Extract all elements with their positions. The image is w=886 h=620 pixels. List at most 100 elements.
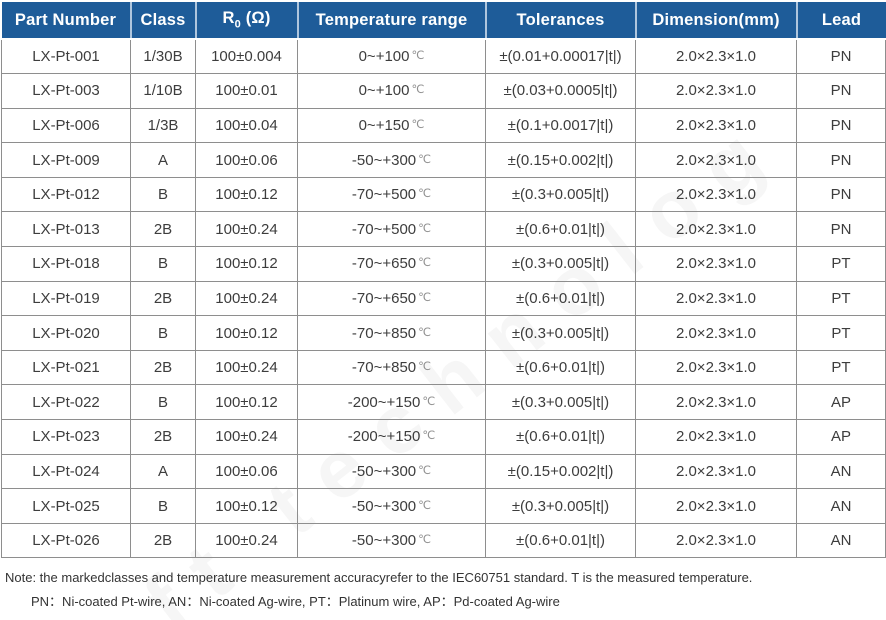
col-header-dimension: Dimension(mm) (634, 2, 797, 40)
dimension-cell: 2.0×2.3×1.0 (635, 280, 797, 317)
celsius-symbol: ℃ (418, 153, 432, 166)
class-cell: B (130, 488, 196, 524)
part-number-cell: LX-Pt-018 (1, 246, 131, 282)
class-cell: A (130, 142, 196, 178)
temp-range-cell: -70~+500 ℃ (297, 176, 486, 213)
dimension-cell: 2.0×2.3×1.0 (635, 211, 797, 248)
table-row: LX-Pt-020 B 100±0.12 -70~+850 ℃ ±(0.3+0.0… (1, 315, 886, 351)
lead-cell: AP (796, 419, 886, 455)
r0-cell: 100±0.24 (195, 349, 298, 386)
temp-range-cell: 0~+150 ℃ (297, 107, 486, 144)
tolerance-cell: ±(0.6+0.01|t|) (485, 522, 636, 559)
col-header-r0: R0 (Ω) (194, 2, 298, 40)
class-cell: 1/30B (130, 38, 196, 75)
lead-cell: PN (796, 107, 886, 144)
r0-cell: 100±0.24 (195, 419, 298, 455)
dimension-cell: 2.0×2.3×1.0 (635, 522, 797, 559)
lead-cell: PN (796, 211, 886, 248)
celsius-symbol: ℃ (411, 50, 425, 63)
tolerance-cell: ±(0.3+0.005|t|) (485, 488, 636, 524)
note-standard: Note: the markedclasses and temperature … (5, 570, 753, 585)
table-row: LX-Pt-013 2B 100±0.24 -70~+500 ℃ ±(0.6+0.… (1, 211, 886, 248)
note-lead-legend: PN：Ni-coated Pt-wire, AN：Ni-coated Ag-wi… (31, 594, 560, 609)
r0-cell: 100±0.24 (195, 280, 298, 317)
table-row: LX-Pt-023 2B 100±0.24 -200~+150 ℃ ±(0.6+0… (1, 419, 886, 455)
col-header-part-number: Part Number (1, 2, 131, 40)
part-number-cell: LX-Pt-012 (1, 176, 131, 213)
lead-cell: PN (796, 73, 886, 109)
r0-cell: 100±0.06 (195, 142, 298, 178)
celsius-symbol: ℃ (418, 534, 432, 547)
temp-range-cell: -50~+300 ℃ (297, 522, 486, 559)
dimension-cell: 2.0×2.3×1.0 (635, 315, 797, 351)
tolerance-cell: ±(0.3+0.005|t|) (485, 246, 636, 282)
lead-cell: PN (796, 142, 886, 178)
header-row: Part Number Class R0 (Ω) Temperature ran… (1, 2, 886, 40)
lead-cell: PT (796, 280, 886, 317)
part-number-cell: LX-Pt-024 (1, 453, 131, 490)
table-row: LX-Pt-026 2B 100±0.24 -50~+300 ℃ ±(0.6+0.… (1, 522, 886, 559)
class-cell: 2B (130, 522, 196, 559)
temp-range-cell: -70~+650 ℃ (297, 246, 486, 282)
temp-value: -200~+150 (347, 393, 421, 411)
r0-cell: 100±0.12 (195, 488, 298, 524)
table-row: LX-Pt-006 1/3B 100±0.04 0~+150 ℃ ±(0.1+0.… (1, 107, 886, 144)
part-number-cell: LX-Pt-001 (1, 38, 131, 75)
table-row: LX-Pt-024 A 100±0.06 -50~+300 ℃ ±(0.15+0.… (1, 453, 886, 490)
dimension-cell: 2.0×2.3×1.0 (635, 384, 797, 421)
table-row: LX-Pt-018 B 100±0.12 -70~+650 ℃ ±(0.3+0.0… (1, 246, 886, 282)
celsius-symbol: ℃ (418, 291, 432, 304)
dimension-cell: 2.0×2.3×1.0 (635, 419, 797, 455)
dimension-cell: 2.0×2.3×1.0 (635, 453, 797, 490)
dimension-cell: 2.0×2.3×1.0 (635, 142, 797, 178)
r0-unit: (Ω) (240, 9, 271, 28)
lead-cell: AN (796, 522, 886, 559)
celsius-symbol: ℃ (418, 499, 432, 512)
table-row: LX-Pt-022 B 100±0.12 -200~+150 ℃ ±(0.3+0.… (1, 384, 886, 421)
temp-range-cell: -70~+850 ℃ (297, 315, 486, 351)
table-row: LX-Pt-001 1/30B 100±0.004 0~+100 ℃ ±(0.01… (1, 38, 886, 75)
celsius-symbol: ℃ (422, 395, 436, 408)
tolerance-cell: ±(0.15+0.002|t|) (485, 453, 636, 490)
class-cell: 2B (130, 419, 196, 455)
temp-value: 0~+150 (358, 116, 410, 134)
lead-cell: AN (796, 488, 886, 524)
r0-cell: 100±0.01 (195, 73, 298, 109)
dimension-cell: 2.0×2.3×1.0 (635, 38, 797, 75)
table-row: LX-Pt-003 1/10B 100±0.01 0~+100 ℃ ±(0.03+… (1, 73, 886, 109)
temp-value: -70~+650 (351, 289, 417, 307)
r0-cell: 100±0.12 (195, 246, 298, 282)
dimension-cell: 2.0×2.3×1.0 (635, 349, 797, 386)
temp-range-cell: -70~+500 ℃ (297, 211, 486, 248)
celsius-symbol: ℃ (411, 84, 425, 97)
table-row: LX-Pt-025 B 100±0.12 -50~+300 ℃ ±(0.3+0.0… (1, 488, 886, 524)
part-number-cell: LX-Pt-019 (1, 280, 131, 317)
class-cell: B (130, 384, 196, 421)
r0-base: R (222, 9, 235, 28)
r0-cell: 100±0.004 (195, 38, 298, 75)
temp-range-cell: -200~+150 ℃ (297, 419, 486, 455)
lead-cell: AN (796, 453, 886, 490)
col-header-lead: Lead (795, 2, 886, 40)
r0-cell: 100±0.24 (195, 522, 298, 559)
lead-cell: PT (796, 315, 886, 351)
temp-range-cell: -50~+300 ℃ (297, 453, 486, 490)
r0-subscript: 0 (234, 18, 241, 31)
part-number-cell: LX-Pt-025 (1, 488, 131, 524)
temp-value: -70~+850 (351, 359, 417, 377)
dimension-cell: 2.0×2.3×1.0 (635, 73, 797, 109)
temp-value: -70~+500 (351, 186, 417, 204)
lead-cell: PT (796, 246, 886, 282)
col-header-tolerances: Tolerances (484, 2, 636, 40)
class-cell: 2B (130, 349, 196, 386)
temp-value: -50~+300 (351, 462, 417, 480)
temp-range-cell: -70~+650 ℃ (297, 280, 486, 317)
tolerance-cell: ±(0.01+0.00017|t|) (485, 38, 636, 75)
lead-cell: PT (796, 349, 886, 386)
temp-range-cell: 0~+100 ℃ (297, 38, 486, 75)
lead-cell: PN (796, 38, 886, 75)
celsius-symbol: ℃ (418, 188, 432, 201)
tolerance-cell: ±(0.15+0.002|t|) (485, 142, 636, 178)
table-row: LX-Pt-012 B 100±0.12 -70~+500 ℃ ±(0.3+0.0… (1, 176, 886, 213)
dimension-cell: 2.0×2.3×1.0 (635, 488, 797, 524)
